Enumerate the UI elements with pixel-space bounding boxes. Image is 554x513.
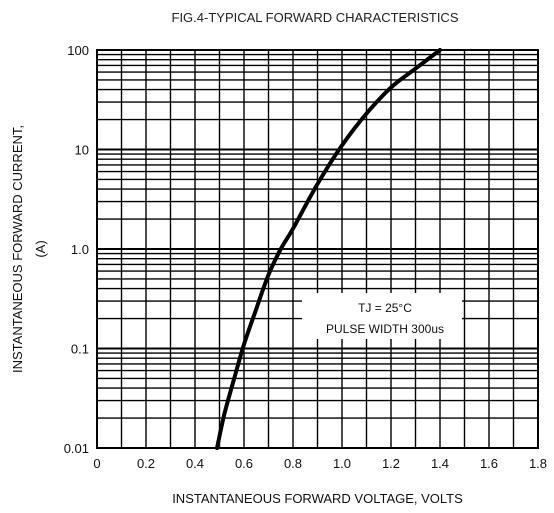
forward-characteristic-curve [215,48,442,450]
grid [97,50,538,448]
annotation-temperature: TJ = 25°C [358,301,412,315]
y-tick-label: 100 [67,43,89,58]
y-tick-label: 10 [75,143,89,158]
x-tick-label: 0.8 [284,456,302,471]
x-tick-labels: 0 0.2 0.4 0.6 0.8 1.0 1.2 1.4 1.6 1.8 [93,456,547,471]
y-tick-label: 1.0 [71,242,89,257]
y-tick-labels: 0.01 0.1 1.0 10 100 [64,43,89,456]
y-axis-unit-label: (A) [33,240,48,257]
annotation-pulse-width: PULSE WIDTH 300us [326,322,444,336]
x-tick-label: 1.4 [431,456,449,471]
y-tick-label: 0.01 [64,441,89,456]
x-tick-label: 0.4 [186,456,204,471]
annotation-background [302,293,462,339]
x-tick-label: 0 [93,456,100,471]
x-tick-label: 1.6 [480,456,498,471]
x-tick-label: 1.2 [382,456,400,471]
y-tick-label: 0.1 [71,342,89,357]
annotation-box: TJ = 25°C PULSE WIDTH 300us [302,293,462,339]
x-tick-label: 1.0 [333,456,351,471]
x-tick-label: 1.8 [529,456,547,471]
chart-title: FIG.4-TYPICAL FORWARD CHARACTERISTICS [172,10,459,25]
x-tick-label: 0.2 [137,456,155,471]
x-axis-label: INSTANTANEOUS FORWARD VOLTAGE, VOLTS [172,491,463,506]
plot-frame [96,49,539,449]
y-axis-label: INSTANTANEOUS FORWARD CURRENT, [10,125,25,373]
x-tick-label: 0.6 [235,456,253,471]
